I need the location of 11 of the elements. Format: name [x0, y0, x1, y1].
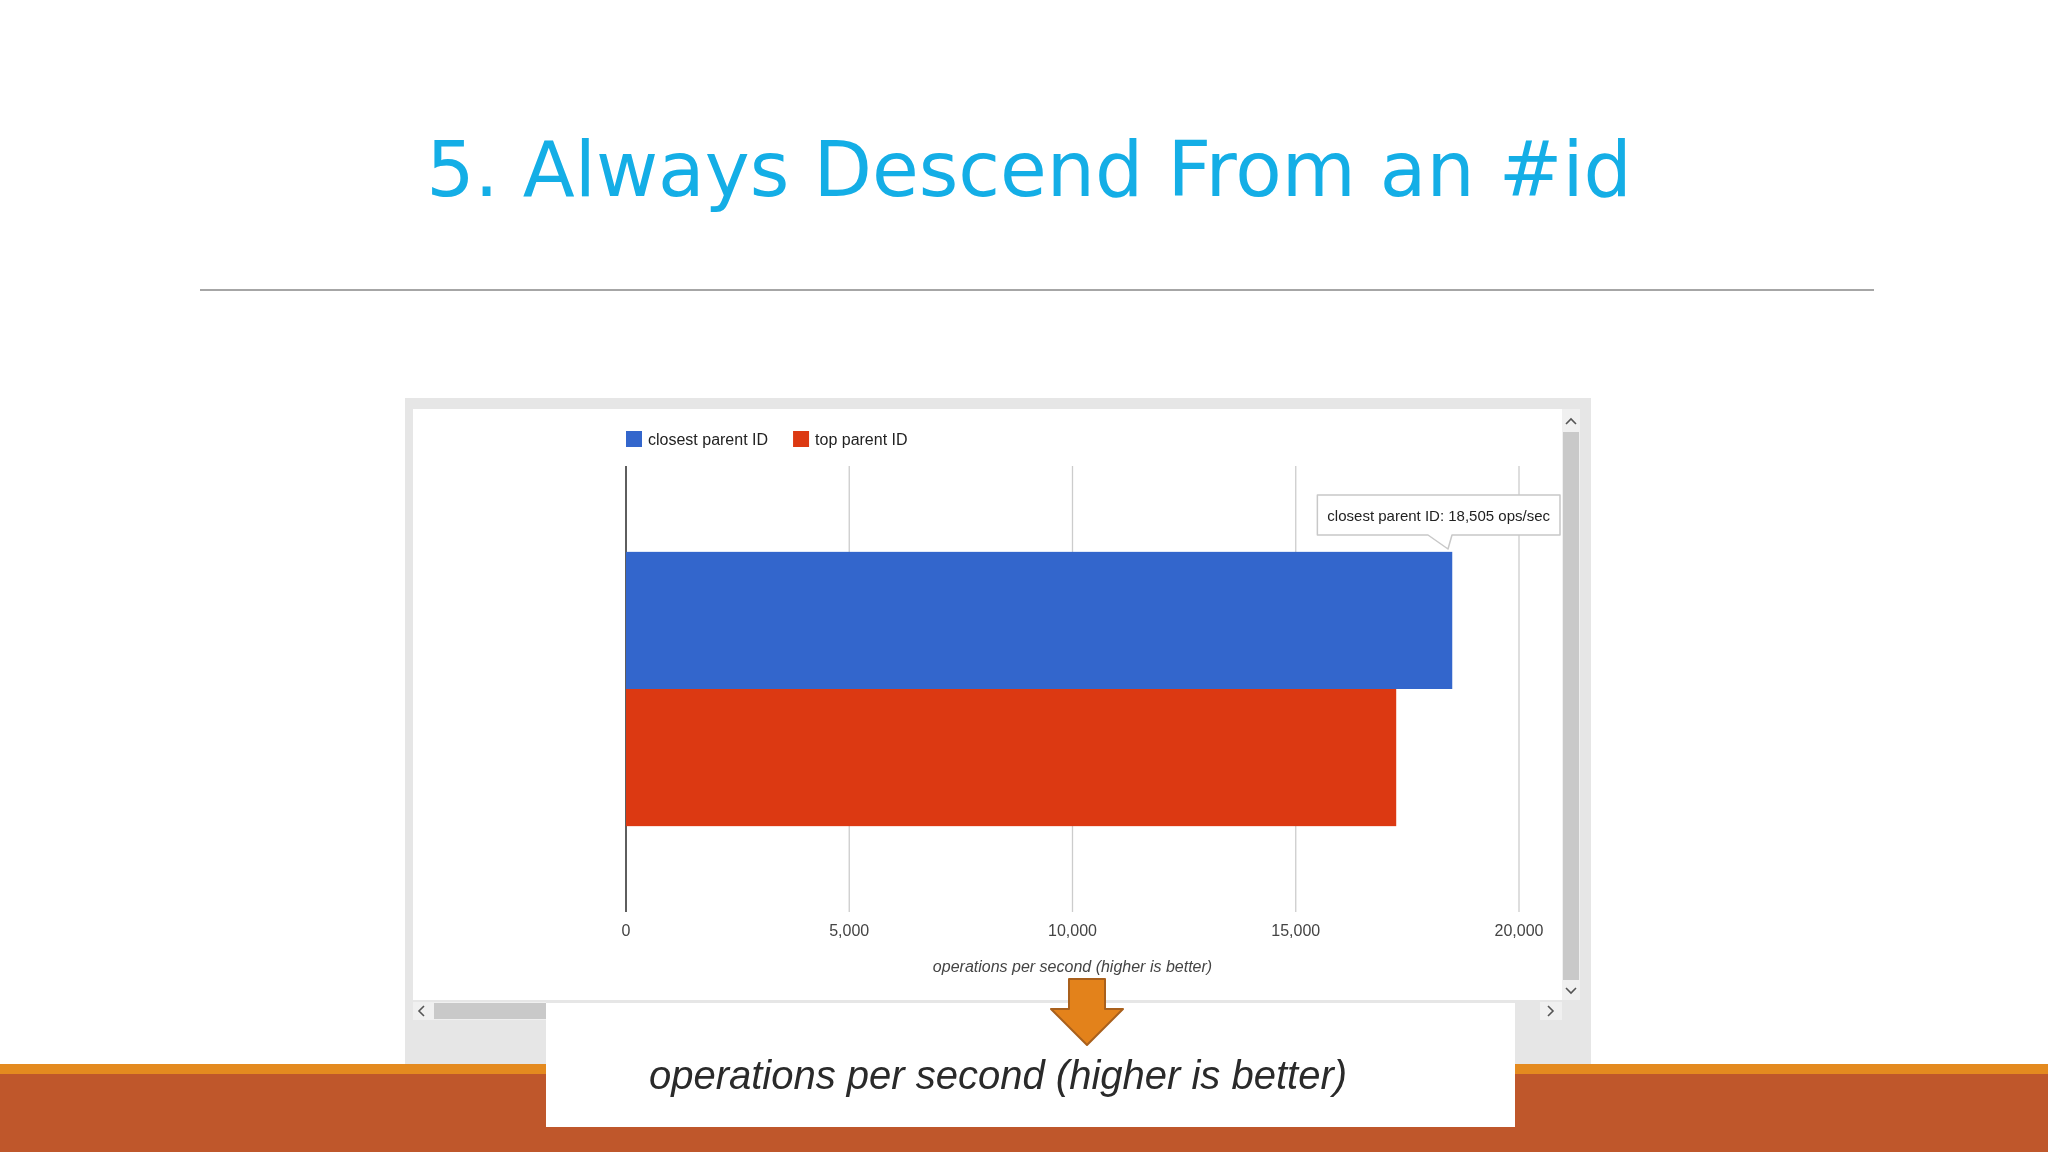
x-tick-label: 20,000	[1494, 922, 1544, 939]
x-tick-label: 0	[621, 922, 631, 939]
chart-title: 5. Always Descend From an #id	[426, 125, 1632, 214]
text: operations per second (higher is better)	[648, 1053, 1348, 1097]
x-axis-title: operations per second (higher is better)	[932, 958, 1213, 975]
annotation: closest parent ID: 18,505 ops/sec	[1327, 507, 1551, 524]
legend-label: top parent ID	[815, 431, 908, 448]
x-tick-label: 5,000	[829, 922, 870, 939]
x-tick-label: 10,000	[1048, 922, 1098, 939]
x-tick-label: 15,000	[1271, 922, 1321, 939]
legend-label: closest parent ID	[648, 431, 769, 448]
